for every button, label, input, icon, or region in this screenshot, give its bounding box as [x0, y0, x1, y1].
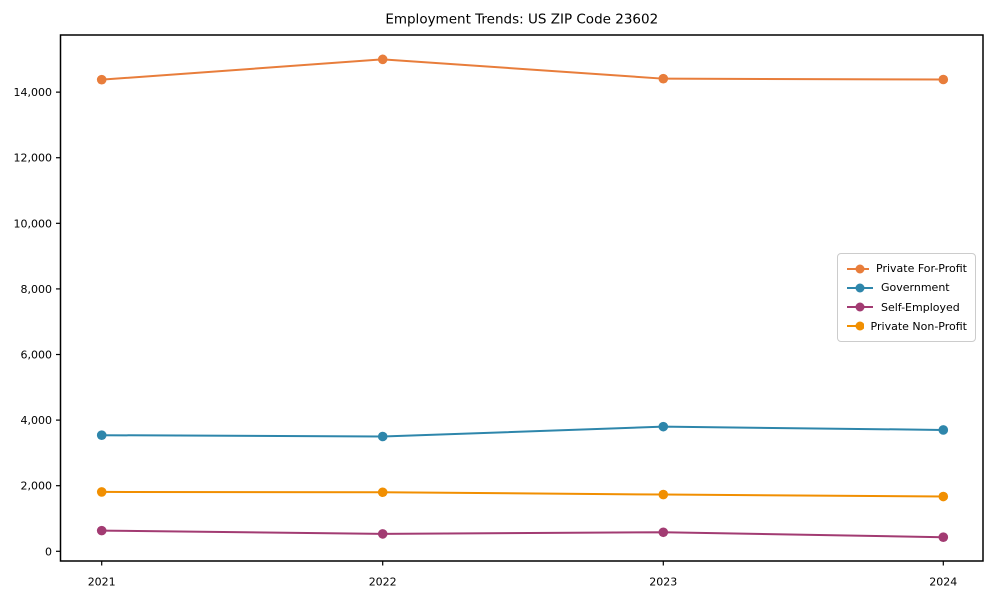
data-point-marker-government — [938, 425, 949, 435]
chart-title: Employment Trends: US ZIP Code 23602 — [385, 12, 658, 28]
data-point-marker-private-non-profit — [96, 487, 107, 497]
data-point-marker-private-non-profit — [658, 489, 669, 500]
legend-swatch-private-for-profit — [847, 264, 869, 274]
data-point-marker-private-for-profit — [96, 74, 107, 85]
data-point-marker-self-employed — [658, 527, 669, 538]
x-axis: 2021 2022 2023 2024 — [88, 561, 957, 589]
x-axis-tick-label: 2023 — [649, 576, 677, 589]
x-axis-tick-label: 2022 — [369, 576, 397, 589]
legend-label: Private For-Profit — [876, 262, 967, 276]
x-axis-tick-label: 2021 — [88, 576, 116, 589]
x-axis-tick-label: 2024 — [929, 576, 957, 589]
series-line-government — [100, 425, 945, 438]
series-line-private-non-profit — [100, 490, 945, 498]
legend-label: Government — [881, 281, 950, 295]
plot-border — [59, 34, 984, 562]
y-axis-tick-label: 0 — [45, 545, 52, 558]
series-line-self-employed — [100, 529, 945, 539]
y-axis-tick-label: 10,000 — [14, 217, 53, 230]
legend-swatch-marker — [855, 264, 865, 274]
legend-swatch-marker — [855, 302, 865, 312]
y-axis-tick-label: 14,000 — [14, 86, 53, 99]
data-point-marker-private-non-profit — [938, 491, 949, 502]
y-axis-tick-label: 2,000 — [21, 480, 53, 493]
data-point-marker-private-for-profit — [658, 73, 669, 84]
data-point-marker-self-employed — [938, 532, 949, 542]
legend-swatch-self-employed — [847, 302, 873, 312]
legend-item-self-employed: Self-Employed — [846, 301, 967, 313]
data-point-marker-self-employed — [377, 529, 388, 539]
legend-item-government: Government — [846, 282, 967, 294]
y-axis-tick-label: 4,000 — [21, 414, 53, 427]
data-point-marker-private-non-profit — [377, 487, 388, 498]
y-axis-tick-label: 8,000 — [21, 283, 53, 296]
data-point-marker-private-for-profit — [377, 54, 388, 65]
data-point-marker-government — [377, 431, 388, 442]
plot-series — [96, 54, 949, 542]
legend-label: Self-Employed — [881, 300, 960, 314]
y-axis-tick-label: 6,000 — [21, 349, 53, 362]
legend-swatch-marker — [855, 321, 864, 331]
data-point-marker-government — [96, 430, 107, 440]
legend-label: Private Non-Profit — [870, 319, 967, 333]
legend-swatch-private-non-profit — [847, 321, 864, 331]
series-line-private-for-profit — [100, 58, 945, 81]
data-point-marker-government — [658, 421, 669, 432]
y-axis: 0 2,000 4,000 6,000 8,000 10,000 12,000 14,000 — [14, 86, 61, 558]
data-point-marker-self-employed — [96, 525, 107, 536]
legend-item-private-non-profit: Private Non-Profit — [846, 320, 967, 332]
y-axis-tick-label: 12,000 — [14, 152, 53, 165]
legend-item-private-for-profit: Private For-Profit — [846, 263, 967, 275]
legend-swatch-government — [847, 283, 873, 293]
legend: Private For-Profit Government Self-Employe… — [837, 253, 976, 342]
legend-swatch-marker — [855, 283, 865, 293]
data-point-marker-private-for-profit — [938, 74, 949, 85]
